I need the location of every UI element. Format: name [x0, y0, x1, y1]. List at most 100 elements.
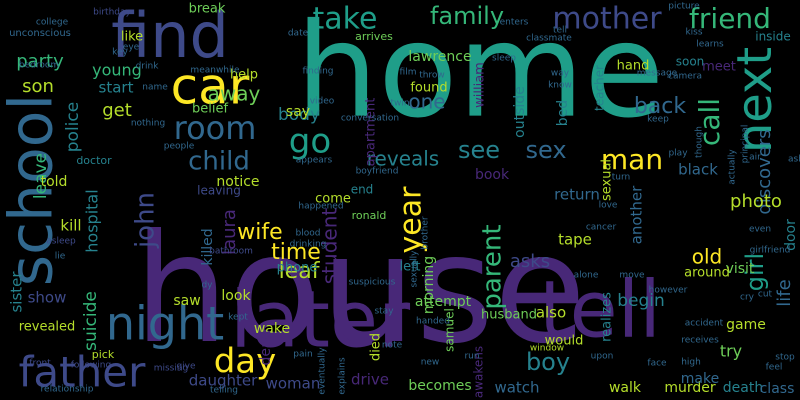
word-arrives: arrives	[355, 30, 393, 43]
word-way: way	[551, 69, 570, 79]
word-suicide: suicide	[81, 291, 101, 351]
word-next: next	[727, 47, 783, 153]
word-blood: blood	[296, 229, 321, 239]
word-finding: finding	[302, 67, 333, 77]
word-year: year	[394, 186, 429, 254]
word-feel: feel	[766, 363, 783, 373]
word-doctor: doctor	[76, 154, 112, 167]
word-drink: drink	[136, 62, 160, 72]
word-meanwhile: meanwhile	[190, 66, 240, 76]
word-take: take	[313, 2, 378, 37]
word-room: room	[174, 109, 257, 147]
word-unconscious: unconscious	[9, 28, 71, 39]
word-play: play	[668, 149, 688, 159]
word-sexually: sexually	[410, 250, 420, 288]
word-birthday: birthday	[93, 8, 131, 18]
word-tell: tell	[553, 26, 567, 36]
word-murder: murder	[664, 380, 716, 396]
word-door: door	[783, 219, 799, 251]
word-awakens: awakens	[472, 346, 486, 398]
word-one: one	[408, 90, 445, 114]
word-call: call	[693, 98, 726, 146]
word-try: try	[720, 342, 742, 361]
word-handed: handed	[416, 317, 450, 327]
word-boy: boy	[526, 348, 570, 376]
word-tape: tape	[558, 231, 592, 249]
word-suspicious: suspicious	[349, 278, 396, 288]
word-dy: dy	[201, 281, 213, 291]
word-asleep: asleep	[46, 237, 76, 247]
word-meet: meet	[702, 60, 736, 75]
word-house: house	[134, 203, 586, 377]
word-college: college	[36, 18, 69, 28]
word-child: child	[188, 147, 250, 177]
word-nothing: nothing	[131, 119, 165, 129]
word-cancer: cancer	[586, 223, 617, 233]
word-notice: notice	[216, 174, 259, 190]
word-home: home	[296, 0, 665, 147]
word-becomes: becomes	[408, 378, 471, 394]
word-son: son	[22, 76, 54, 97]
word-move: move	[619, 271, 645, 281]
word-william: william	[473, 62, 488, 108]
word-class: class	[760, 381, 795, 397]
word-like: like	[121, 30, 143, 45]
word-know: know	[548, 81, 572, 91]
word-black: black	[678, 161, 718, 179]
word-inside: inside	[755, 30, 791, 44]
word-however: however	[649, 286, 688, 296]
word-camera: camera	[668, 72, 702, 82]
word-eye: eye	[123, 43, 140, 53]
word-family: family	[430, 2, 504, 30]
word-high: high	[681, 358, 701, 368]
word-leaf: leaf	[279, 259, 321, 284]
word-samuel: samuel	[443, 308, 457, 352]
word-found: found	[410, 81, 447, 96]
word-bed: bed	[555, 100, 571, 126]
word-away: away	[208, 82, 261, 106]
word-car: car	[171, 58, 250, 116]
word-conversation: conversation	[341, 114, 399, 124]
word-go: go	[289, 122, 331, 162]
word-eventually: eventually	[318, 347, 328, 395]
word-face: face	[647, 359, 667, 369]
word-principal: principal	[741, 125, 751, 164]
word-cut: cut	[758, 290, 773, 300]
word-belief: belief	[192, 102, 228, 117]
word-discovers: discovers	[754, 129, 775, 214]
word-hand: hand	[617, 59, 650, 74]
word-accident: accident	[685, 319, 724, 329]
word-sexual: sexual	[600, 159, 615, 201]
word-alone: alone	[574, 271, 599, 281]
word-another: another	[628, 185, 646, 244]
word-photo: photo	[730, 191, 782, 212]
word-husband: husband	[481, 308, 537, 323]
word-ronald: ronald	[352, 209, 387, 222]
word-explains: explains	[338, 357, 348, 395]
word-later: later	[230, 275, 411, 365]
word-lie: lie	[55, 252, 66, 262]
word-girl: girl	[741, 253, 769, 291]
word-upon: upon	[591, 352, 614, 362]
word-laura: laura	[219, 209, 240, 255]
word-told: told	[41, 174, 68, 190]
word-front: front	[29, 359, 51, 369]
word-start: start	[99, 79, 134, 97]
word-boyfriend: boyfriend	[356, 167, 399, 177]
word-killed: killed	[200, 228, 216, 265]
word-walk: walk	[609, 380, 642, 396]
word-outside: outside	[512, 86, 528, 138]
word-apartment: apartment	[364, 98, 379, 167]
word-classmate: classmate	[526, 34, 572, 44]
word-morning: morning	[421, 256, 437, 314]
word-learns: learns	[696, 40, 724, 50]
word-window: window	[530, 344, 564, 354]
word-death: death	[723, 380, 763, 396]
word-even: even	[749, 225, 771, 235]
word-actually: actually	[728, 149, 738, 185]
word-revealed: revealed	[19, 320, 76, 335]
word-hospital: hospital	[83, 189, 102, 252]
word-break: break	[189, 2, 226, 17]
word-girlfriend: girlfriend	[750, 246, 791, 256]
